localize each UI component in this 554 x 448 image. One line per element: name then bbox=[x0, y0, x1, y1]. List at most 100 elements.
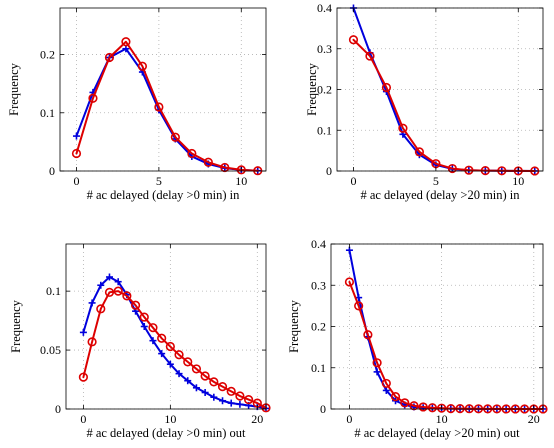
axis-frame bbox=[59, 7, 267, 172]
data-point-circle bbox=[154, 102, 164, 112]
data-point-circle bbox=[381, 82, 392, 93]
data-point-plus bbox=[219, 397, 227, 405]
data-point-plus bbox=[149, 337, 157, 345]
chart-panel-bottom-right: 0 10 20 0 0.1 0.2 0.3 0.4 # ac delayed (delay >2… bbox=[287, 237, 548, 440]
y-tick-label: 0.1 bbox=[46, 284, 61, 298]
data-point-circle bbox=[78, 372, 88, 382]
series-line-plus bbox=[75, 47, 259, 172]
y-axis-label: Frequency bbox=[287, 299, 301, 353]
data-point-circle bbox=[344, 277, 355, 287]
data-point-circle bbox=[365, 51, 375, 61]
data-point-circle bbox=[414, 147, 425, 157]
data-point-plus bbox=[158, 350, 166, 358]
data-point-plus bbox=[114, 278, 122, 286]
data-point-plus bbox=[227, 399, 235, 407]
data-point-circle bbox=[226, 386, 236, 396]
y-tick-label: 0.4 bbox=[311, 237, 326, 251]
data-point-plus bbox=[175, 370, 183, 378]
data-point-circle bbox=[165, 341, 175, 352]
data-point-circle bbox=[88, 93, 98, 103]
data-point-circle bbox=[390, 392, 401, 402]
x-tick-label: 5 bbox=[156, 174, 162, 188]
data-point-circle bbox=[447, 163, 457, 174]
data-point-circle bbox=[437, 403, 447, 413]
data-point-circle bbox=[209, 377, 219, 387]
y-tick-label: 0 bbox=[49, 164, 55, 178]
data-point-circle bbox=[170, 132, 180, 142]
data-point-circle bbox=[71, 148, 82, 159]
data-point-circle bbox=[400, 398, 410, 408]
series-line-circle bbox=[75, 40, 259, 172]
data-point-plus bbox=[192, 384, 200, 392]
series-line-plus bbox=[352, 7, 536, 172]
y-tick-label: 0.1 bbox=[40, 106, 55, 120]
series-line-plus bbox=[82, 276, 267, 410]
data-point-plus bbox=[88, 299, 96, 307]
data-point-plus bbox=[72, 132, 80, 140]
data-point-circle bbox=[418, 402, 428, 412]
y-axis-label: Frequency bbox=[7, 62, 21, 116]
y-tick-label: 0.2 bbox=[317, 83, 332, 97]
x-tick-label: 5 bbox=[433, 174, 439, 188]
data-point-plus bbox=[373, 368, 381, 376]
data-point-plus bbox=[210, 393, 218, 401]
x-tick-label: 0 bbox=[346, 412, 352, 426]
y-tick-label: 0.3 bbox=[311, 278, 326, 292]
data-point-circle bbox=[464, 165, 474, 175]
y-tick-label: 0 bbox=[55, 402, 61, 416]
data-point-circle bbox=[187, 148, 197, 159]
y-axis-label: Frequency bbox=[305, 62, 319, 116]
data-point-plus bbox=[184, 377, 192, 385]
data-point-circle bbox=[191, 364, 202, 374]
data-point-circle bbox=[398, 123, 408, 133]
y-tick-label: 0.4 bbox=[317, 1, 332, 15]
y-tick-label: 0.1 bbox=[311, 361, 326, 375]
data-point-plus bbox=[122, 45, 130, 53]
data-point-circle bbox=[200, 371, 210, 381]
chart-panel-top-right: 0 5 10 0 0.1 0.2 0.3 0.4 # ac delayed (delay >20… bbox=[305, 1, 544, 202]
chart-panel-bottom-left: 0 10 20 0 0.05 0.1 # ac delayed (delay >0 min)… bbox=[9, 243, 271, 440]
series-line-circle bbox=[352, 38, 536, 172]
data-point-circle bbox=[244, 394, 254, 405]
data-point-circle bbox=[130, 300, 141, 310]
series-line-circle bbox=[348, 280, 544, 410]
y-tick-label: 0.1 bbox=[317, 123, 332, 137]
data-point-plus bbox=[382, 386, 390, 394]
data-point-circle bbox=[354, 301, 364, 311]
y-tick-label: 0.2 bbox=[40, 48, 55, 62]
data-point-circle bbox=[121, 37, 131, 47]
data-point-plus bbox=[140, 323, 148, 330]
data-point-circle bbox=[480, 165, 490, 176]
x-axis-label: # ac delayed (delay >20 min) out bbox=[354, 426, 520, 440]
y-tick-label: 0.2 bbox=[311, 320, 326, 334]
x-axis-label: # ac delayed (delay >0 min) out bbox=[86, 426, 246, 440]
axis-frame bbox=[336, 7, 544, 172]
y-tick-label: 0 bbox=[320, 402, 326, 416]
x-axis-label: # ac delayed (delay >0 min) in bbox=[87, 188, 241, 202]
chart-panel-top-left: 0 5 10 0 0.1 0.2 # ac delayed (delay >0 min) i… bbox=[7, 7, 267, 202]
x-tick-label: 20 bbox=[528, 412, 540, 426]
axis-frame bbox=[65, 243, 267, 410]
data-point-circle bbox=[203, 157, 213, 167]
data-point-circle bbox=[96, 304, 106, 314]
data-point-plus bbox=[105, 273, 113, 281]
series-line-plus bbox=[348, 249, 544, 410]
y-tick-label: 0.05 bbox=[40, 343, 61, 357]
data-point-circle bbox=[363, 330, 373, 340]
data-point-circle bbox=[139, 312, 149, 322]
data-point-circle bbox=[409, 401, 419, 411]
data-point-plus bbox=[97, 281, 105, 289]
x-tick-label: 20 bbox=[251, 412, 263, 426]
data-point-circle bbox=[236, 165, 246, 175]
data-point-circle bbox=[217, 382, 228, 392]
x-tick-label: 10 bbox=[235, 174, 247, 188]
y-axis-label: Frequency bbox=[9, 299, 23, 353]
x-tick-label: 10 bbox=[512, 174, 524, 188]
data-point-circle bbox=[235, 391, 245, 401]
data-point-circle bbox=[148, 323, 158, 333]
data-point-circle bbox=[372, 358, 382, 368]
data-point-circle bbox=[157, 333, 167, 343]
data-point-circle bbox=[455, 403, 465, 414]
data-point-plus bbox=[166, 360, 174, 368]
